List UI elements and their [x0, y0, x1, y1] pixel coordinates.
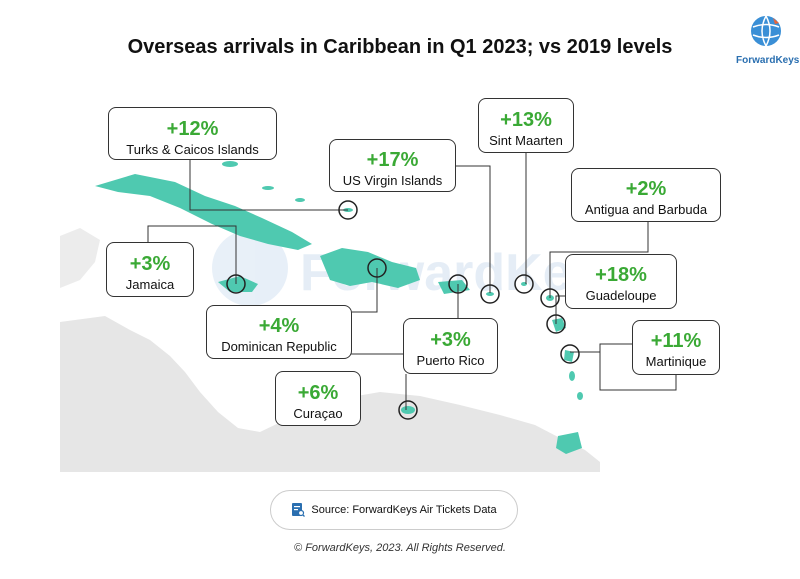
mainland-central-america	[60, 316, 600, 472]
map-title: Overseas arrivals in Caribbean in Q1 202…	[127, 36, 673, 58]
destination-name: Guadeloupe	[585, 288, 657, 303]
globe-icon	[751, 15, 781, 47]
card-sint-maarten: +13% Sint Maarten	[478, 98, 574, 153]
location-markers	[226, 200, 580, 420]
island-cuba	[95, 174, 312, 250]
island-st-vincent	[577, 392, 583, 400]
destination-name: Martinique	[645, 354, 707, 369]
change-value: +17%	[366, 149, 419, 171]
card-antigua-barbuda: +2% Antigua and Barbuda	[571, 168, 721, 222]
connector-turks	[189, 160, 348, 211]
destination-name: US Virgin Islands	[342, 173, 443, 188]
card-turks-caicos: +12% Turks & Caicos Islands	[108, 107, 277, 160]
connector-antigua	[549, 222, 649, 298]
destination-name: Dominican Republic	[221, 339, 337, 354]
change-value: +4%	[258, 315, 300, 337]
island-trinidad	[556, 432, 582, 454]
island-puerto-rico	[438, 280, 470, 294]
change-value: +2%	[625, 178, 667, 200]
card-guadeloupe: +18% Guadeloupe	[565, 254, 677, 309]
destination-name: Jamaica	[125, 277, 175, 292]
island-st-lucia	[569, 371, 575, 381]
island-bahamas-3	[295, 198, 305, 202]
card-dominican-republic: +4% Dominican Republic	[206, 305, 352, 359]
change-value: +12%	[166, 118, 219, 140]
change-value: +13%	[500, 109, 552, 131]
forwardkeys-logo: ForwardKeys	[736, 14, 800, 66]
island-bahamas-1	[222, 161, 238, 167]
source-box: Source: ForwardKeys Air Tickets Data	[270, 490, 518, 530]
change-value: +3%	[129, 253, 171, 275]
copyright: © ForwardKeys, 2023. All Rights Reserved…	[294, 542, 506, 554]
connector-martinique-2	[599, 352, 677, 391]
card-jamaica: +3% Jamaica	[106, 242, 194, 297]
card-curacao: +6% Curaçao	[275, 371, 361, 426]
logo-text: ForwardKeys	[736, 55, 800, 66]
land-yucatan	[60, 228, 100, 288]
marker-usvi	[480, 284, 500, 304]
connector-dominican	[352, 268, 378, 313]
destination-name: Antigua and Barbuda	[584, 202, 708, 217]
marker-jamaica	[226, 274, 246, 294]
connector-usvi	[455, 165, 491, 293]
marker-puerto-rico	[448, 274, 468, 294]
island-martinique	[564, 350, 574, 362]
change-value: +6%	[297, 382, 339, 404]
island-hispaniola	[320, 248, 420, 288]
change-value: +18%	[595, 264, 647, 286]
destination-name: Curaçao	[293, 406, 343, 421]
marker-martinique	[560, 344, 580, 364]
source-text: Source: ForwardKeys Air Tickets Data	[311, 504, 497, 516]
card-us-virgin-islands: +17% US Virgin Islands	[329, 139, 456, 192]
change-value: +3%	[430, 329, 471, 351]
change-value: +11%	[650, 330, 702, 352]
card-puerto-rico: +3% Puerto Rico	[403, 318, 498, 374]
connector-martinique	[570, 343, 632, 353]
marker-sint-maarten	[514, 274, 534, 294]
card-martinique: +11% Martinique	[632, 320, 720, 375]
document-search-icon	[292, 503, 306, 517]
island-usvi	[486, 292, 494, 296]
marker-turks	[338, 200, 358, 220]
destination-name: Sint Maarten	[489, 133, 563, 148]
island-curacao	[401, 406, 415, 414]
marker-curacao	[398, 400, 418, 420]
marker-antigua	[540, 288, 560, 308]
islands	[95, 161, 583, 454]
destination-name: Turks & Caicos Islands	[126, 142, 259, 157]
connector-jamaica	[147, 225, 237, 284]
destination-name: Puerto Rico	[416, 353, 485, 368]
marker-guadeloupe	[546, 314, 566, 334]
marker-dominican	[367, 258, 387, 278]
island-bahamas-2	[262, 186, 274, 190]
